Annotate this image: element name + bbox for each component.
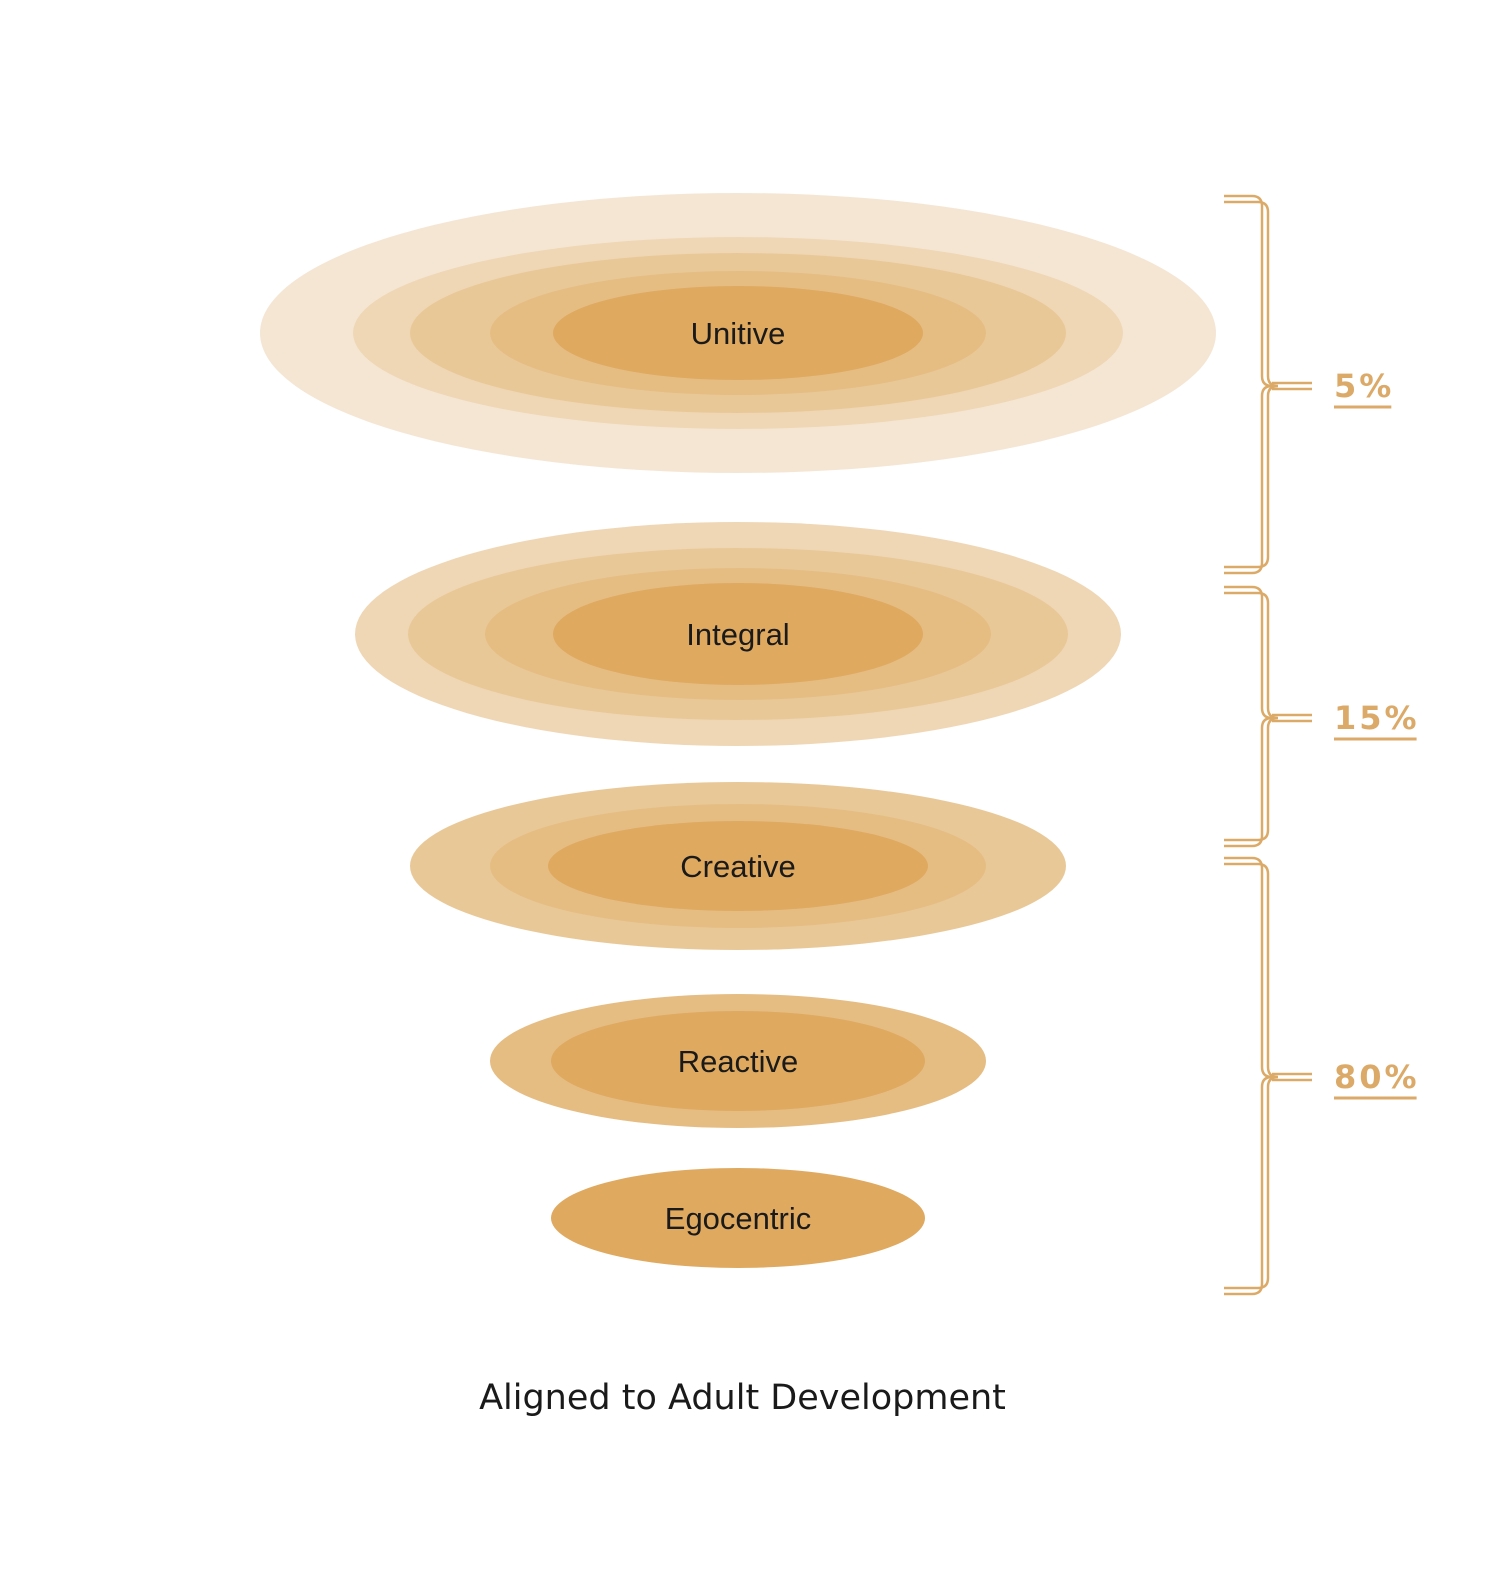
stage-integral: Integral [355, 522, 1121, 746]
stage-label: Integral [686, 617, 789, 652]
bracket-2: 15% [1224, 585, 1420, 848]
stage-creative: Creative [410, 782, 1066, 950]
bracket-line [1224, 856, 1273, 1296]
percentage-brackets: 5% 15% 80% [1224, 194, 1420, 1296]
stage-groups: Unitive Integral Creative Reactive Egocentri… [260, 193, 1216, 1268]
stage-core-ellipse [553, 583, 923, 685]
stage-label: Egocentric [665, 1201, 811, 1236]
bracket-line [1224, 194, 1273, 575]
stage-label: Reactive [678, 1044, 799, 1079]
stage-reactive: Reactive [490, 994, 986, 1128]
bracket-3: 80% [1224, 856, 1420, 1296]
bracket-line [1224, 585, 1273, 848]
bracket-percent-label: 5% [1334, 367, 1394, 405]
bracket-line [1224, 200, 1279, 569]
stage-core-ellipse [553, 286, 923, 380]
bracket-percent-label: 80% [1334, 1058, 1420, 1096]
stage-label: Unitive [691, 316, 786, 351]
bracket-percent-label: 15% [1334, 699, 1420, 737]
diagram-caption: Aligned to Adult Development [479, 1378, 1006, 1418]
bracket-line [1224, 862, 1279, 1290]
stage-label: Creative [680, 849, 795, 884]
stage-core-ellipse [551, 1168, 925, 1268]
stage-egocentric: Egocentric [551, 1168, 925, 1268]
stage-core-ellipse [551, 1011, 925, 1111]
stage-unitive: Unitive [260, 193, 1216, 473]
bracket-line [1224, 591, 1279, 842]
bracket-1: 5% [1224, 194, 1394, 575]
stage-core-ellipse [548, 821, 928, 911]
